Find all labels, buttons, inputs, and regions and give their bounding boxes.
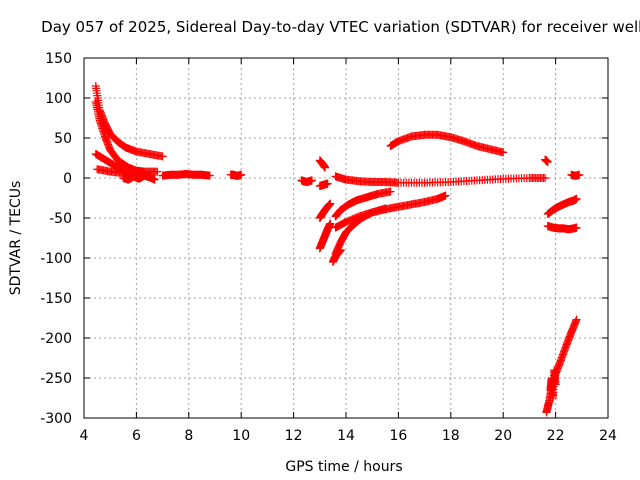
y-tick-label: -50 — [49, 211, 72, 227]
y-tick-label: -200 — [40, 331, 72, 347]
data-point — [441, 191, 450, 200]
data-point — [323, 179, 332, 188]
series-band-21.7-to-22.8-flat — [543, 222, 581, 234]
y-axis-label: SDTVAR / TECUs — [8, 181, 24, 296]
data-point — [386, 187, 395, 196]
data-point — [321, 163, 330, 172]
y-tick-label: 50 — [54, 131, 72, 147]
series-cluster-6h — [119, 171, 159, 184]
x-tick-label: 14 — [337, 428, 355, 444]
x-tick-label: 6 — [132, 428, 141, 444]
series-arc-rise-13.6-to-17.8 — [331, 191, 450, 232]
series-arc-high-decay — [91, 82, 167, 161]
x-tick-label: 8 — [184, 428, 193, 444]
data-point — [543, 158, 552, 166]
chart-title: Day 057 of 2025, Sidereal Day-to-day VTE… — [41, 18, 640, 36]
y-tick-label: -250 — [40, 371, 72, 387]
data-point — [205, 171, 214, 180]
data-point — [150, 175, 159, 184]
series-arc-rise-13.6-to-15.5-b — [331, 204, 390, 258]
data-point — [381, 204, 390, 213]
data-point — [575, 170, 584, 179]
series-cluster-22.8-near-zero — [567, 170, 584, 180]
series-steep-scatter-21.8-to-22 — [546, 366, 560, 402]
y-tick-label: -150 — [40, 291, 72, 307]
series-arc-13-lower-b — [315, 219, 335, 253]
x-tick-label: 22 — [547, 428, 565, 444]
series-arc-13-lower-a — [315, 199, 335, 222]
y-tick-label: 0 — [63, 171, 72, 187]
series-band-7-to-8.8 — [158, 170, 214, 180]
y-tick-label: 100 — [45, 91, 72, 107]
y-tick-label: 150 — [45, 51, 72, 67]
data-point — [551, 380, 560, 389]
series-band-9.6-to-10 — [226, 170, 246, 180]
data-point — [326, 199, 335, 208]
y-tick-label: -300 — [40, 411, 72, 427]
data-point — [158, 152, 167, 161]
x-tick-label: 4 — [80, 428, 89, 444]
x-tick-label: 12 — [285, 428, 303, 444]
series-cluster-13-upper — [315, 156, 330, 172]
data-point — [153, 167, 162, 176]
series-cluster-13-mid — [315, 179, 332, 190]
data-point — [307, 176, 316, 185]
data-point — [541, 174, 550, 182]
series-steep-rise-21.7-to-22.8 — [542, 315, 581, 417]
series-arc-rise-13.6-to-15.7-a — [331, 187, 395, 221]
y-axis: 150 100 50 0 -50 -100 -150 -200 -250 -300 — [40, 51, 608, 427]
series-arc-21.7-to-22.8-rise — [543, 194, 581, 218]
data-point — [326, 219, 335, 228]
x-tick-label: 20 — [494, 428, 512, 444]
data-points — [91, 82, 584, 417]
x-axis-label: GPS time / hours — [285, 459, 402, 475]
data-point — [572, 194, 581, 203]
series-arc-hump-15.7-to-20 — [386, 130, 508, 157]
data-point — [572, 315, 581, 324]
x-tick-label: 10 — [232, 428, 250, 444]
series-cluster-12.5 — [297, 176, 316, 186]
y-tick-label: -100 — [40, 251, 72, 267]
data-point — [499, 148, 508, 157]
x-axis: 4 6 8 10 12 14 16 18 20 22 24 — [80, 58, 617, 444]
data-point — [572, 223, 581, 232]
x-tick-label: 16 — [389, 428, 407, 444]
data-point — [237, 170, 246, 179]
series-band-near-zero-main — [331, 172, 550, 187]
series-cluster-21.6-upper — [541, 155, 552, 166]
x-tick-label: 18 — [442, 428, 460, 444]
x-tick-label: 24 — [599, 428, 617, 444]
